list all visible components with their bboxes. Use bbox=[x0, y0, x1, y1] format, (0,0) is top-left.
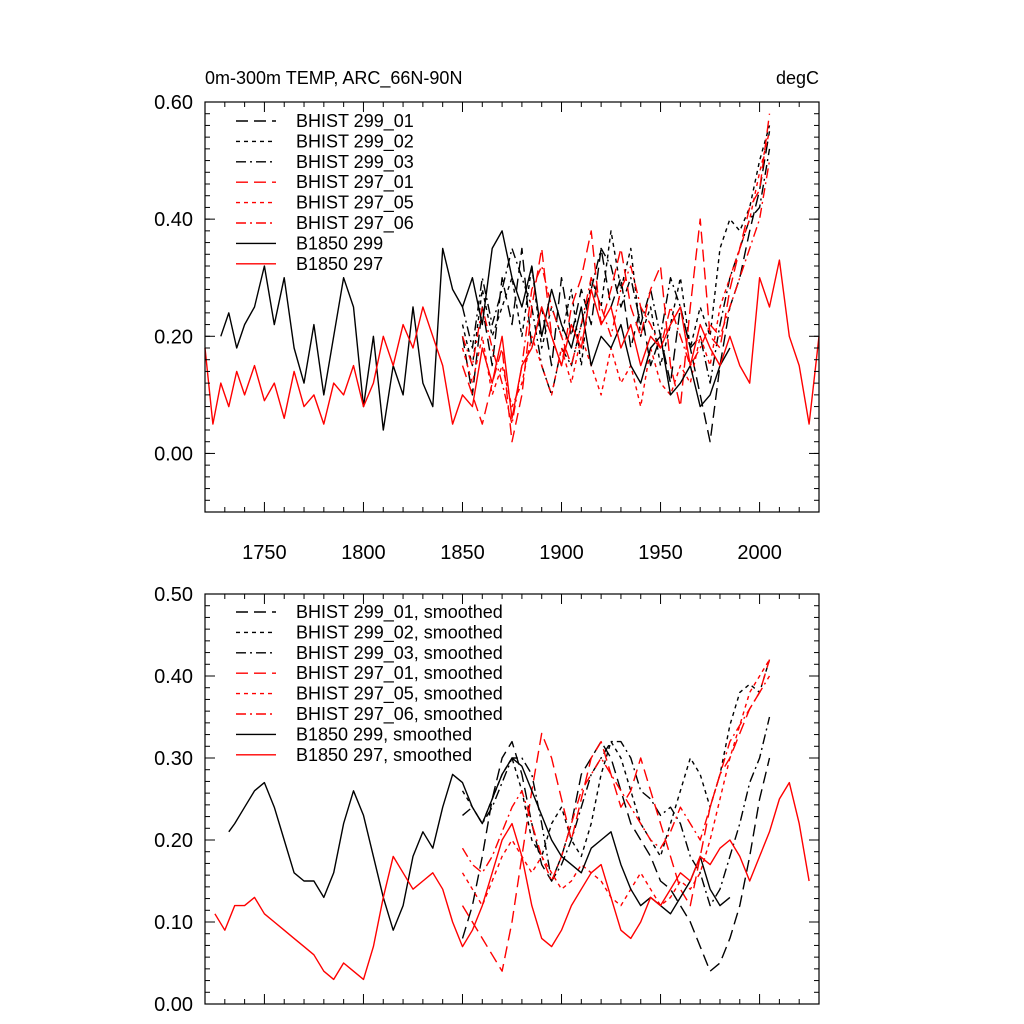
y-tick-label: 0.20 bbox=[154, 326, 193, 348]
legend-entry-label: BHIST 299_03 bbox=[296, 152, 414, 173]
legend-entry-label: BHIST 297_05, smoothed bbox=[296, 684, 503, 705]
legend-entry-label: BHIST 299_03, smoothed bbox=[296, 643, 503, 664]
legend-entry-label: BHIST 299_02 bbox=[296, 131, 414, 152]
x-tick-label: 1800 bbox=[341, 542, 386, 564]
top-panel: 1750 1800 1850 1900 1950 2000 0.00 0.20 0.40 0.60… bbox=[154, 68, 820, 564]
legend-entry-label: BHIST 299_01 bbox=[296, 111, 414, 132]
y-tick-label: 0.40 bbox=[154, 209, 193, 231]
y-tick-label: 0.30 bbox=[154, 748, 193, 770]
series-line bbox=[461, 125, 771, 367]
series-line bbox=[461, 113, 771, 443]
y-tick-label: 0.10 bbox=[154, 912, 193, 934]
series-line bbox=[461, 131, 771, 443]
series-line bbox=[461, 659, 771, 907]
legend-entry-label: BHIST 297_01 bbox=[296, 172, 414, 193]
x-tick-label: 2000 bbox=[737, 542, 782, 564]
y-tick-label: 0.60 bbox=[154, 92, 193, 114]
legend-entry-label: BHIST 297_01, smoothed bbox=[296, 663, 503, 684]
y-tick-label: 0.00 bbox=[154, 994, 193, 1016]
legend-entry-label: BHIST 297_06, smoothed bbox=[296, 704, 503, 725]
series-line bbox=[462, 716, 771, 907]
x-tick-label: 1950 bbox=[638, 542, 683, 564]
legend-entry-label: BHIST 299_01, smoothed bbox=[296, 602, 503, 623]
plot-frame bbox=[204, 101, 820, 513]
y-tick-label: 0.40 bbox=[154, 666, 193, 688]
series-line bbox=[461, 740, 771, 972]
x-tick-label: 1850 bbox=[440, 542, 485, 564]
series-line bbox=[461, 160, 771, 425]
bottom-panel: 0.00 0.10 0.20 0.30 0.40 0.50 BHIST 299_01, sm… bbox=[154, 584, 820, 1016]
legend-entry-label: B1850 297, smoothed bbox=[296, 745, 472, 765]
chart-title: 0m-300m TEMP, ARC_66N-90N bbox=[205, 68, 462, 89]
series-line bbox=[228, 757, 731, 931]
legend-entry-label: BHIST 297_06 bbox=[296, 213, 414, 234]
y-tick-label: 0.50 bbox=[154, 584, 193, 606]
legend-entry-label: BHIST 299_02, smoothed bbox=[296, 622, 503, 643]
series-line bbox=[461, 659, 771, 858]
legend-entry-label: B1850 299, smoothed bbox=[296, 724, 472, 744]
legend-entry-label: BHIST 297_05 bbox=[296, 193, 414, 214]
series-line bbox=[461, 148, 771, 396]
x-tick-label: 1900 bbox=[539, 542, 584, 564]
y-tick-label: 0.00 bbox=[154, 443, 193, 465]
legend-entry-label: B1850 299 bbox=[296, 233, 383, 253]
series-line bbox=[220, 230, 731, 431]
y-tick-label: 0.20 bbox=[154, 830, 193, 852]
x-tick-label: 1750 bbox=[242, 542, 287, 564]
units-label: degC bbox=[776, 68, 819, 88]
series-line bbox=[214, 781, 810, 981]
series-line bbox=[204, 259, 820, 425]
legend-entry-label: B1850 297 bbox=[296, 254, 383, 274]
series-line bbox=[461, 675, 771, 882]
plot-frame bbox=[204, 593, 820, 1005]
